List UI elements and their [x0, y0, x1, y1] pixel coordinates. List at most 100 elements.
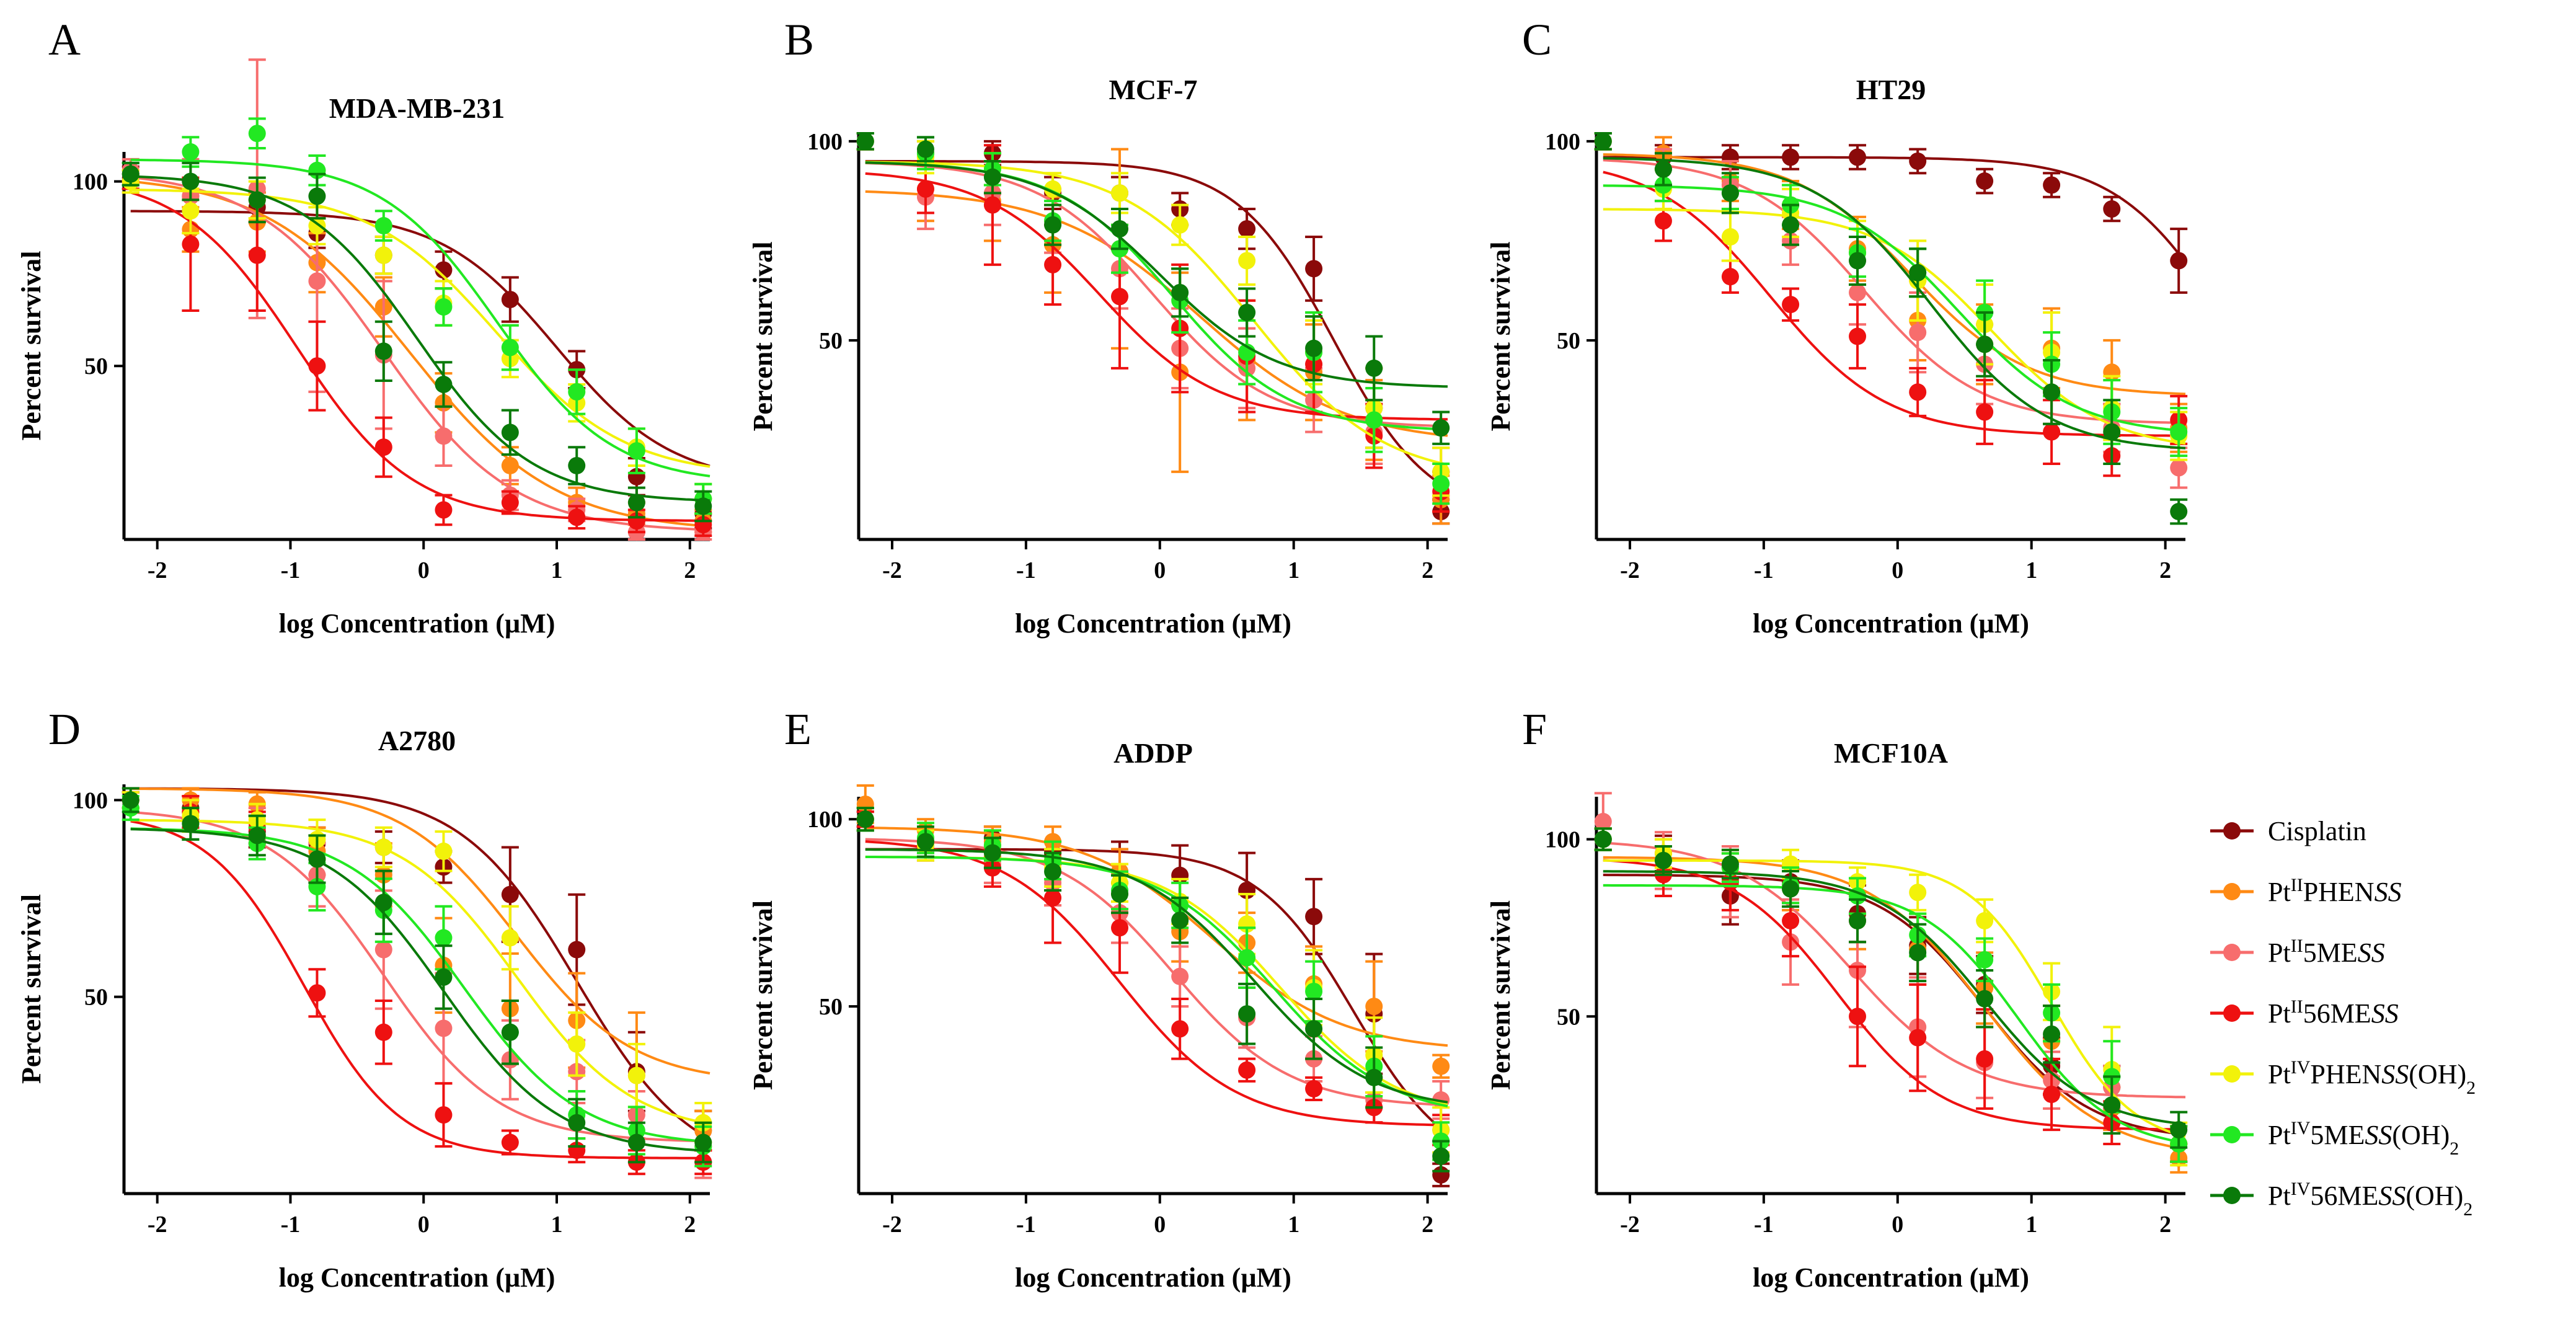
data-point — [1111, 919, 1129, 937]
fit-curve — [130, 175, 710, 531]
x-tick-label: -1 — [281, 1212, 301, 1238]
data-point — [916, 180, 934, 198]
legend-label-part: Pt — [2268, 877, 2291, 907]
fit-curve — [865, 856, 1448, 1108]
legend-label-part: Pt — [2268, 1059, 2291, 1089]
legend-label: PtII5MESS — [2268, 936, 2385, 969]
data-point — [1782, 912, 1800, 929]
data-point — [122, 165, 139, 183]
series-PtIVPHENSS(OH)2 — [122, 791, 712, 1144]
data-point — [248, 827, 266, 845]
data-point — [435, 1019, 453, 1037]
legend-entry: PtIVPHENSS(OH)2 — [2210, 1057, 2476, 1098]
x-tick-label: -1 — [281, 557, 301, 583]
legend-label-part: Pt — [2268, 998, 2291, 1029]
data-point — [2170, 459, 2188, 477]
series-PtIV56MESS(OH)2 — [856, 132, 1450, 445]
legend-label-part: (OH) — [2392, 1120, 2450, 1150]
y-tick-label: 100 — [1545, 129, 1580, 155]
series-PtII56MESS — [122, 172, 712, 538]
legend-marker — [2223, 1187, 2241, 1204]
series-PtIV5MESS(OH)2 — [856, 132, 1450, 505]
data-point — [308, 984, 326, 1002]
legend-marker — [2223, 1065, 2241, 1083]
data-point — [1305, 1020, 1323, 1038]
x-tick-label: 1 — [2025, 557, 2037, 583]
legend-label-part: SS — [2381, 1059, 2409, 1089]
data-point — [501, 494, 519, 512]
data-point — [1171, 911, 1189, 929]
data-point — [1305, 339, 1323, 357]
data-point — [1171, 1020, 1189, 1038]
fit-curve — [865, 161, 1448, 388]
x-tick-label: -2 — [882, 1212, 902, 1238]
fit-curve — [1603, 153, 2186, 396]
legend-label-part: Pt — [2268, 938, 2291, 968]
series-PtII5MESS — [856, 132, 1450, 497]
series-Cisplatin — [856, 132, 1450, 525]
panel-letter: A — [48, 15, 81, 64]
data-point — [1365, 998, 1383, 1016]
data-point — [568, 1114, 586, 1132]
y-axis-label: Percent survival — [1485, 242, 1516, 432]
data-point — [568, 508, 586, 526]
series-PtIVPHENSS(OH)2 — [856, 132, 1450, 497]
x-tick-label: 0 — [1154, 557, 1166, 583]
y-tick-label: 50 — [84, 353, 108, 379]
series-Cisplatin — [1594, 827, 2188, 1163]
data-point — [501, 929, 519, 947]
x-axis-label: log Concentration (µM) — [1753, 1262, 2029, 1293]
data-point — [1909, 324, 1927, 342]
data-point — [435, 501, 453, 519]
data-point — [1976, 990, 1994, 1008]
data-point — [501, 456, 519, 474]
fit-curve — [130, 191, 710, 522]
x-tick-label: 0 — [1892, 557, 1903, 583]
data-point — [2043, 383, 2061, 401]
legend-label-part: 2 — [2466, 1078, 2476, 1098]
legend-label-part: 2 — [2450, 1138, 2459, 1159]
data-point — [2170, 252, 2188, 270]
legend-entry: PtIV5MESS(OH)2 — [2210, 1118, 2459, 1159]
panel-letter: F — [1522, 704, 1547, 754]
data-point — [374, 342, 392, 360]
x-tick-label: 1 — [551, 1212, 563, 1238]
legend-label-part: SS — [2365, 1120, 2392, 1150]
data-point — [435, 968, 453, 986]
series-PtII56MESS — [122, 791, 712, 1176]
x-tick-label: 2 — [2159, 557, 2171, 583]
series-PtIVPHENSS(OH)2 — [856, 807, 1450, 1154]
data-point — [568, 383, 586, 401]
fit-curve — [865, 838, 1448, 1107]
data-point — [1432, 1057, 1450, 1075]
panel-f: F MCF10A -2 -1 0 1 2 50 100 log Concentration (µM… — [1485, 704, 2188, 1293]
data-point — [182, 815, 200, 833]
x-tick-label: 0 — [1892, 1212, 1903, 1238]
series-PtIIPHENSS — [122, 787, 712, 1152]
series-PtIV5MESS(OH)2 — [122, 117, 712, 515]
series-Cisplatin — [122, 787, 712, 1152]
data-point — [435, 427, 453, 445]
series-PtII5MESS — [122, 58, 712, 541]
data-point — [2043, 423, 2061, 441]
data-point — [374, 941, 392, 959]
x-tick-label: -2 — [148, 557, 167, 583]
data-point — [568, 1035, 586, 1053]
y-axis-label: Percent survival — [748, 900, 778, 1090]
legend-label-part: Cisplatin — [2268, 816, 2366, 846]
legend-marker — [2223, 944, 2241, 961]
legend-label-part: (OH) — [2409, 1059, 2466, 1089]
legend-marker — [2223, 883, 2241, 900]
data-point — [1654, 851, 1672, 869]
data-point — [1849, 912, 1867, 929]
x-tick-label: 1 — [551, 557, 563, 583]
data-point — [1594, 830, 1612, 848]
series-PtIV56MESS(OH)2 — [1594, 132, 2188, 525]
fit-curve — [1603, 870, 2186, 1125]
data-point — [1976, 172, 1994, 190]
legend-label-part: SS — [2375, 877, 2402, 907]
legend-label-part: PHEN — [2310, 1059, 2381, 1089]
data-point — [1044, 862, 1062, 880]
data-point — [1976, 951, 1994, 969]
fit-curve — [1603, 859, 2185, 1131]
